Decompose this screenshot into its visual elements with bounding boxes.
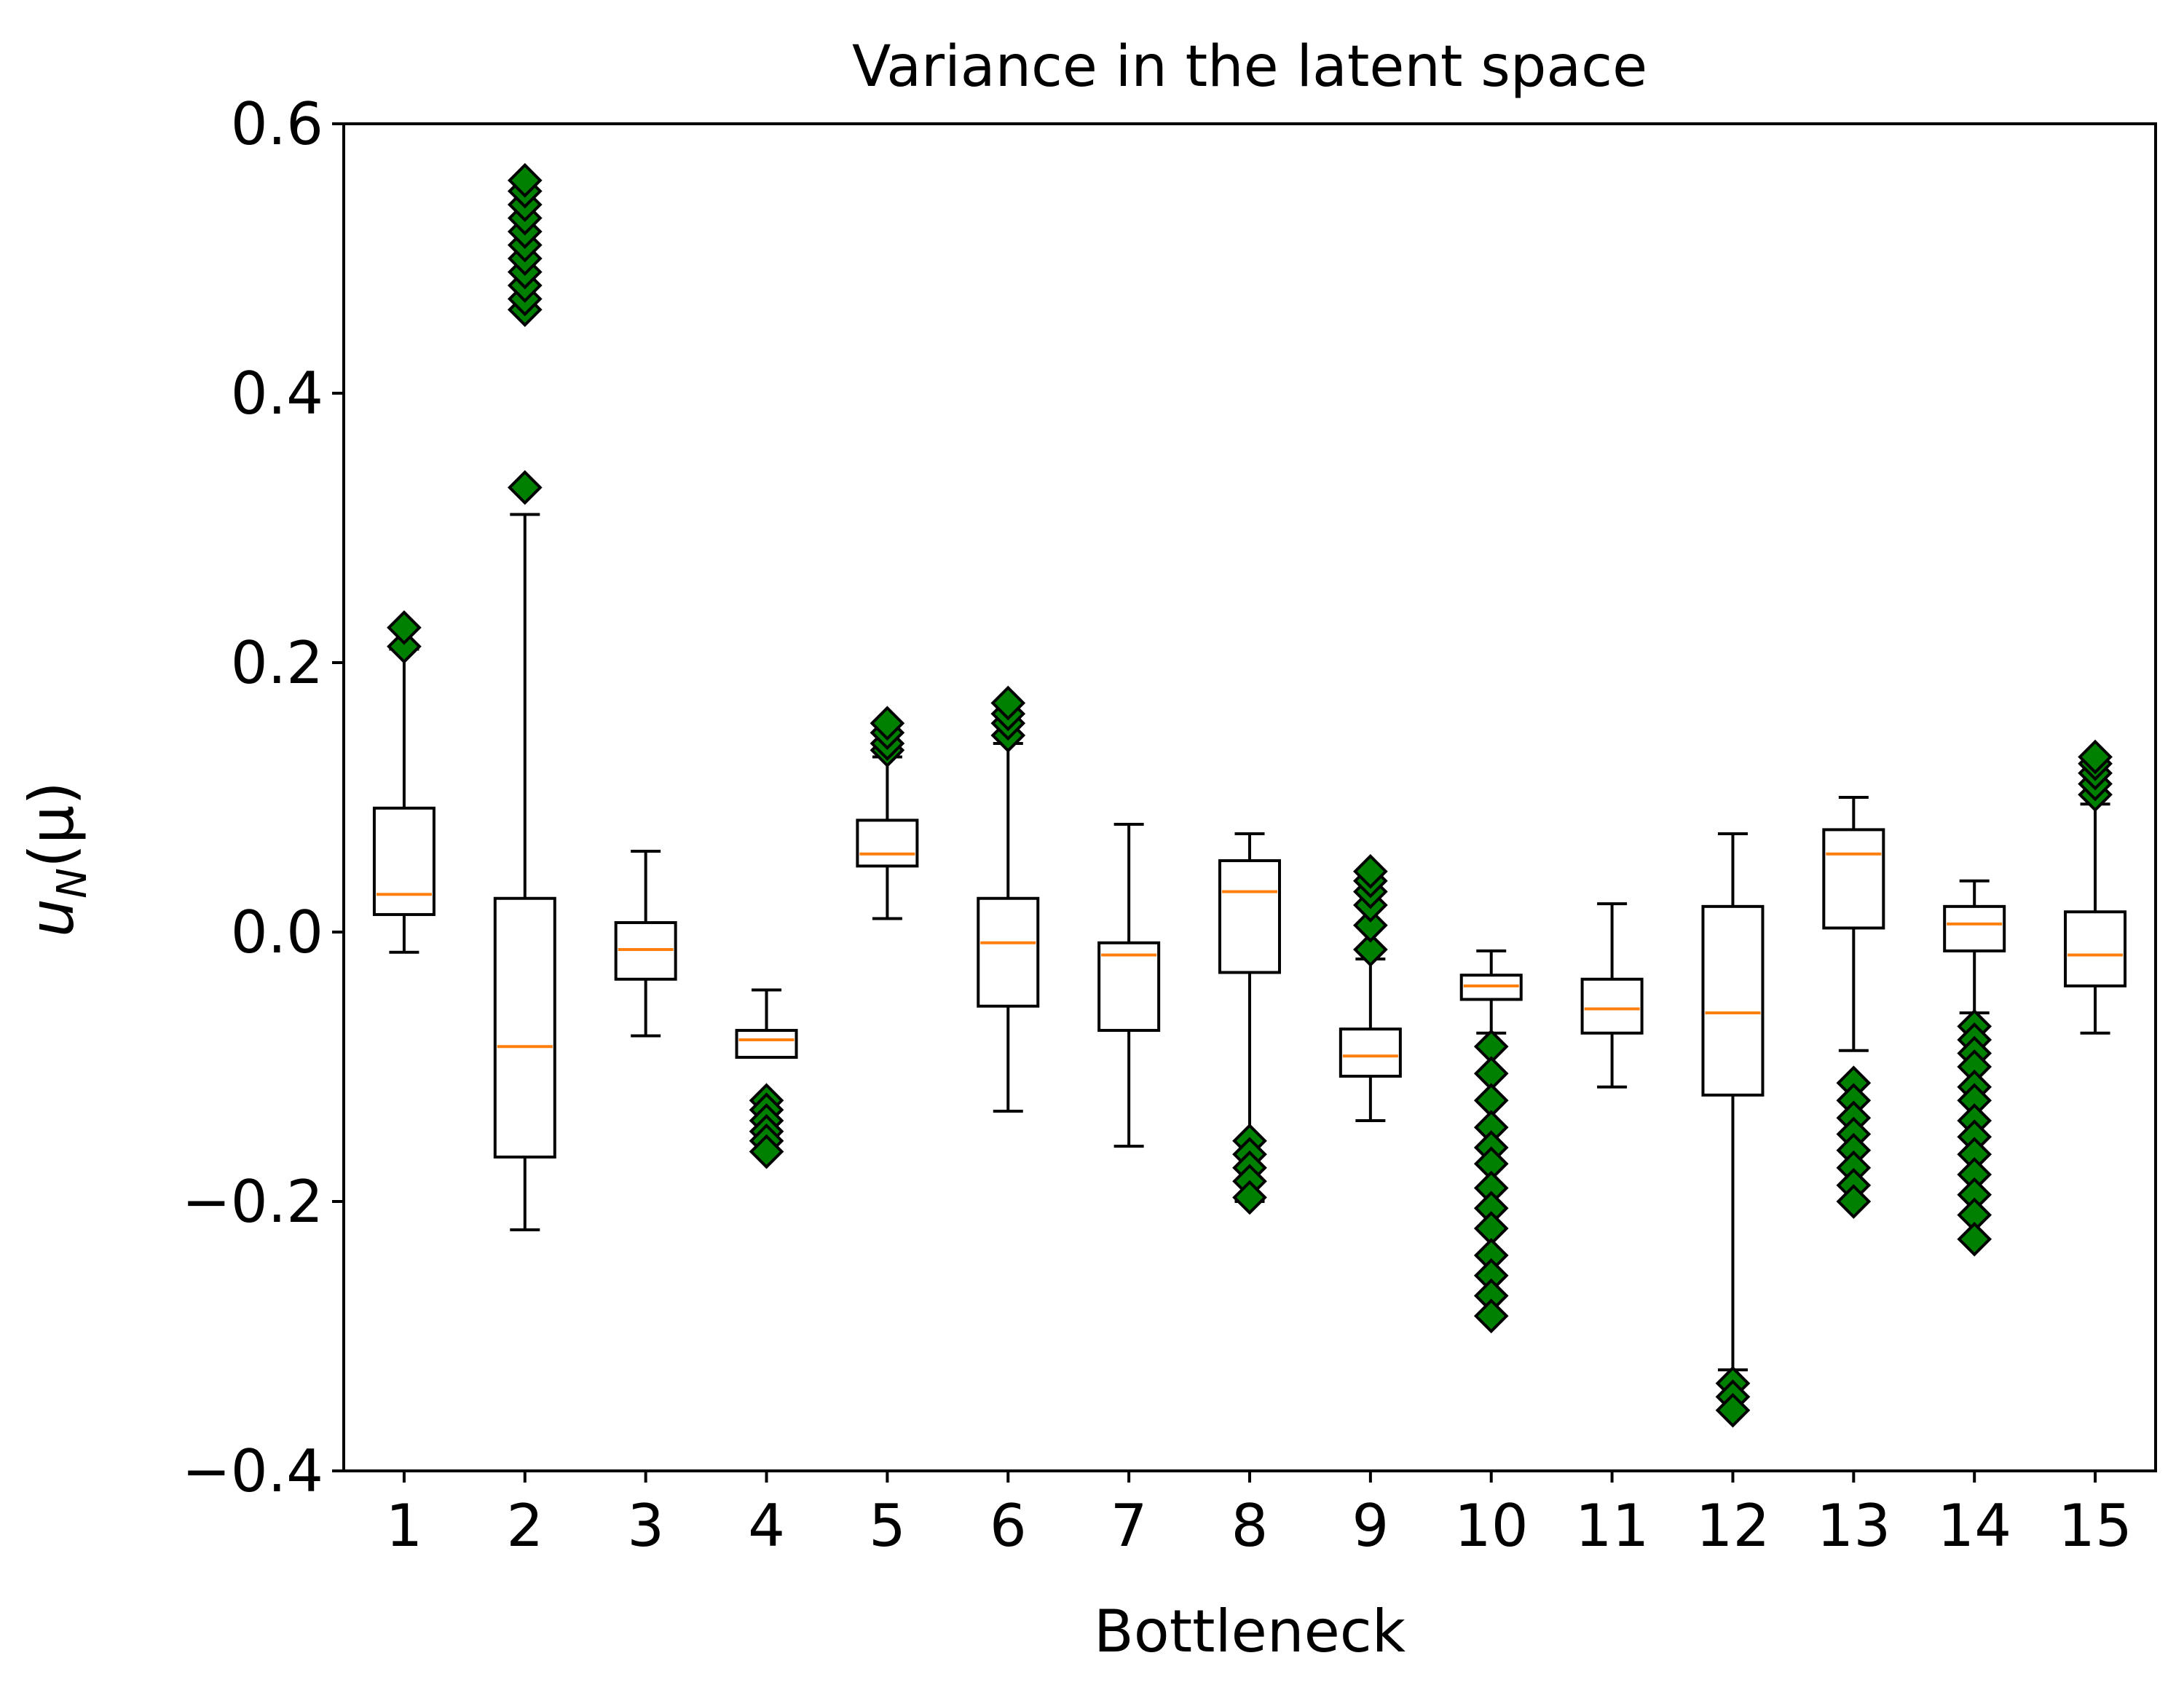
y-axis-label: uN(μ): [16, 781, 96, 937]
iqr-box: [493, 896, 556, 1159]
x-tick-label: 5: [869, 1492, 906, 1560]
x-tick-label: 3: [627, 1492, 664, 1560]
iqr-box: [2064, 910, 2127, 987]
x-tick-label: 14: [1937, 1492, 2011, 1560]
box-11: [1580, 902, 1644, 1089]
y-tick-label: −0.4: [182, 1437, 323, 1505]
y-tick-label: 0.6: [231, 90, 323, 158]
iqr-box: [1580, 977, 1644, 1035]
box-6: [977, 685, 1040, 1113]
x-tick-label: 8: [1231, 1492, 1269, 1560]
iqr-box: [1218, 859, 1281, 974]
x-tick-label: 11: [1575, 1492, 1649, 1560]
outlier-point: [1836, 1184, 1872, 1219]
outlier-point: [990, 685, 1026, 721]
box-1: [372, 610, 435, 954]
x-tick-label: 9: [1352, 1492, 1389, 1560]
x-tick-label: 1: [385, 1492, 422, 1560]
outlier-point: [2078, 739, 2113, 775]
box-9: [1339, 853, 1402, 1122]
y-axis-label-subscript: N: [49, 868, 96, 899]
x-tick-label: 15: [2058, 1492, 2132, 1560]
x-tick-label: 4: [748, 1492, 785, 1560]
y-axis: −0.4 −0.2 0.0 0.2 0.4 0.6: [182, 90, 344, 1505]
iqr-box: [856, 818, 919, 868]
y-tick-label: 0.0: [231, 899, 323, 966]
x-tick-label: 10: [1454, 1492, 1529, 1560]
x-axis-label: Bottleneck: [1094, 1598, 1406, 1665]
x-axis: 1 2 3 4 5 6 7 8 9 10 11 12 13 14 15: [385, 1471, 2132, 1560]
y-axis-label-rest: (μ): [16, 781, 87, 868]
outlier-point: [507, 162, 543, 198]
y-tick-label: −0.2: [182, 1168, 323, 1236]
iqr-box: [1943, 904, 2006, 952]
iqr-box: [1097, 941, 1161, 1033]
axes-frame: [342, 122, 2157, 1472]
iqr-box: [1339, 1027, 1402, 1078]
outlier-point: [507, 470, 543, 505]
outlier-point: [870, 706, 905, 741]
x-tick-label: 13: [1816, 1492, 1891, 1560]
box-2: [493, 162, 556, 1231]
box-13: [1822, 796, 1885, 1219]
outlier-point: [387, 610, 422, 645]
x-tick-label: 2: [506, 1492, 543, 1560]
outlier-point: [1353, 932, 1388, 967]
outlier-point: [1473, 1298, 1509, 1334]
outlier-point: [749, 1134, 784, 1169]
box-5: [856, 706, 919, 920]
outlier-point: [1715, 1392, 1751, 1428]
outlier-point: [1353, 907, 1388, 943]
box-10: [1459, 949, 1523, 1334]
box-7: [1097, 823, 1161, 1148]
outlier-point: [387, 628, 422, 664]
box-8: [1218, 832, 1281, 1215]
box-15: [2064, 739, 2127, 1035]
chart-title: Variance in the latent space: [852, 34, 1647, 100]
box-4: [735, 988, 798, 1169]
iqr-box: [1701, 904, 1765, 1097]
box-14: [1943, 879, 2006, 1257]
outlier-point: [1232, 1180, 1267, 1215]
x-tick-label: 12: [1696, 1492, 1770, 1560]
plot-area: [372, 162, 2127, 1428]
iqr-box: [372, 806, 435, 916]
box-3: [614, 850, 677, 1038]
iqr-box: [1822, 828, 1885, 930]
outlier-point: [1353, 853, 1388, 889]
x-tick-label: 7: [1111, 1492, 1148, 1560]
outlier-point: [1957, 1221, 1992, 1257]
y-tick-label: 0.4: [231, 360, 323, 427]
box-12: [1701, 832, 1765, 1428]
y-tick-label: 0.2: [231, 629, 323, 697]
iqr-box: [977, 896, 1040, 1008]
iqr-box: [735, 1029, 798, 1059]
y-axis-label-base: u: [16, 899, 87, 937]
x-tick-label: 6: [990, 1492, 1027, 1560]
